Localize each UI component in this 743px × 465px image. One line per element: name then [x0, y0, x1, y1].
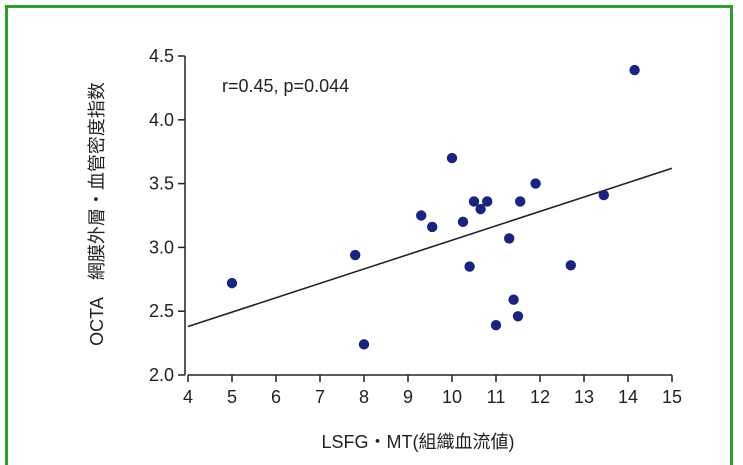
x-tick-label: 15	[662, 387, 682, 407]
data-point	[457, 216, 469, 228]
y-tick-label: 3.5	[149, 174, 174, 194]
data-point	[598, 189, 609, 201]
data-point	[464, 261, 475, 272]
x-tick-label: 5	[227, 387, 237, 407]
correlation-annotation: r=0.45, p=0.044	[222, 76, 349, 96]
data-point	[416, 210, 427, 221]
data-point	[504, 233, 515, 244]
x-tick-label: 13	[574, 387, 594, 407]
x-tick-label: 4	[183, 387, 193, 407]
x-tick-label: 9	[403, 387, 413, 407]
data-point	[446, 152, 458, 164]
x-tick-label: 8	[359, 387, 369, 407]
x-tick-label: 11	[487, 387, 506, 407]
data-point	[565, 260, 576, 271]
data-point	[490, 320, 502, 331]
data-point	[482, 196, 493, 207]
x-tick-label: 14	[618, 387, 638, 407]
x-tick-label: 7	[315, 387, 325, 407]
x-axis-title: LSFG・MT(組織血流値)	[322, 432, 515, 452]
x-tick-label: 10	[442, 387, 462, 407]
points-group	[226, 64, 640, 350]
y-axis-title: OCTA 網膜外層・血管密度指数	[87, 82, 107, 346]
data-point	[358, 339, 370, 350]
data-point	[226, 277, 238, 289]
chart-frame	[5, 5, 733, 465]
data-point	[629, 64, 640, 76]
data-point	[468, 196, 480, 207]
y-tick-label: 2.0	[149, 365, 174, 385]
axes: 2.0 2.5 3.0 3.5 4.0 4.5 4 5 6 7 8 9 10 11 12 13 14 15	[149, 46, 682, 407]
x-tick-label: 6	[271, 387, 281, 407]
y-tick-label: 3.0	[149, 237, 174, 257]
x-tick-label: 12	[530, 387, 550, 407]
data-point	[530, 178, 541, 189]
y-tick-label: 4.0	[149, 110, 174, 130]
regression-line	[187, 167, 673, 328]
y-tick-label: 4.5	[149, 46, 174, 66]
y-tick-label: 2.5	[149, 301, 174, 321]
trendline-group	[187, 167, 673, 328]
data-point	[515, 196, 526, 207]
data-point	[427, 221, 438, 233]
data-point	[512, 311, 524, 322]
data-point	[475, 203, 486, 215]
data-point	[350, 249, 361, 261]
data-point	[508, 294, 519, 305]
